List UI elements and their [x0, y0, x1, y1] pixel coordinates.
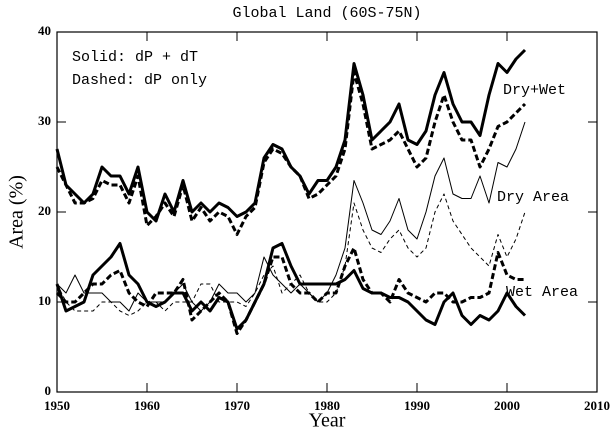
x-tick-label: 2000 [494, 398, 520, 413]
y-tick-label: 20 [38, 203, 51, 218]
annotation: Dry+Wet [503, 82, 566, 99]
series-line [55, 246, 525, 335]
y-axis-title: Area (%) [6, 175, 28, 249]
annotation: Dashed: dP only [72, 72, 207, 89]
x-tick-label: 1960 [134, 398, 160, 413]
chart-title: Global Land (60S-75N) [232, 5, 421, 22]
y-tick-label: 30 [38, 113, 51, 128]
y-tick-label: 0 [45, 383, 52, 398]
series-line [56, 121, 526, 312]
x-tick-label: 1970 [224, 398, 250, 413]
annotation: Wet Area [506, 284, 578, 301]
y-tick-label: 10 [38, 293, 51, 308]
x-axis-title: Year [309, 410, 346, 432]
series-line [55, 71, 527, 236]
x-tick-label: 1950 [44, 398, 70, 413]
x-tick-label: 1980 [314, 398, 340, 413]
annotation: Dry Area [497, 189, 569, 206]
x-tick-label: 2010 [584, 398, 610, 413]
annotation: Solid: dP + dT [72, 49, 198, 66]
y-tick-label: 40 [38, 23, 51, 38]
series-line [55, 242, 527, 331]
x-tick-label: 1990 [404, 398, 430, 413]
